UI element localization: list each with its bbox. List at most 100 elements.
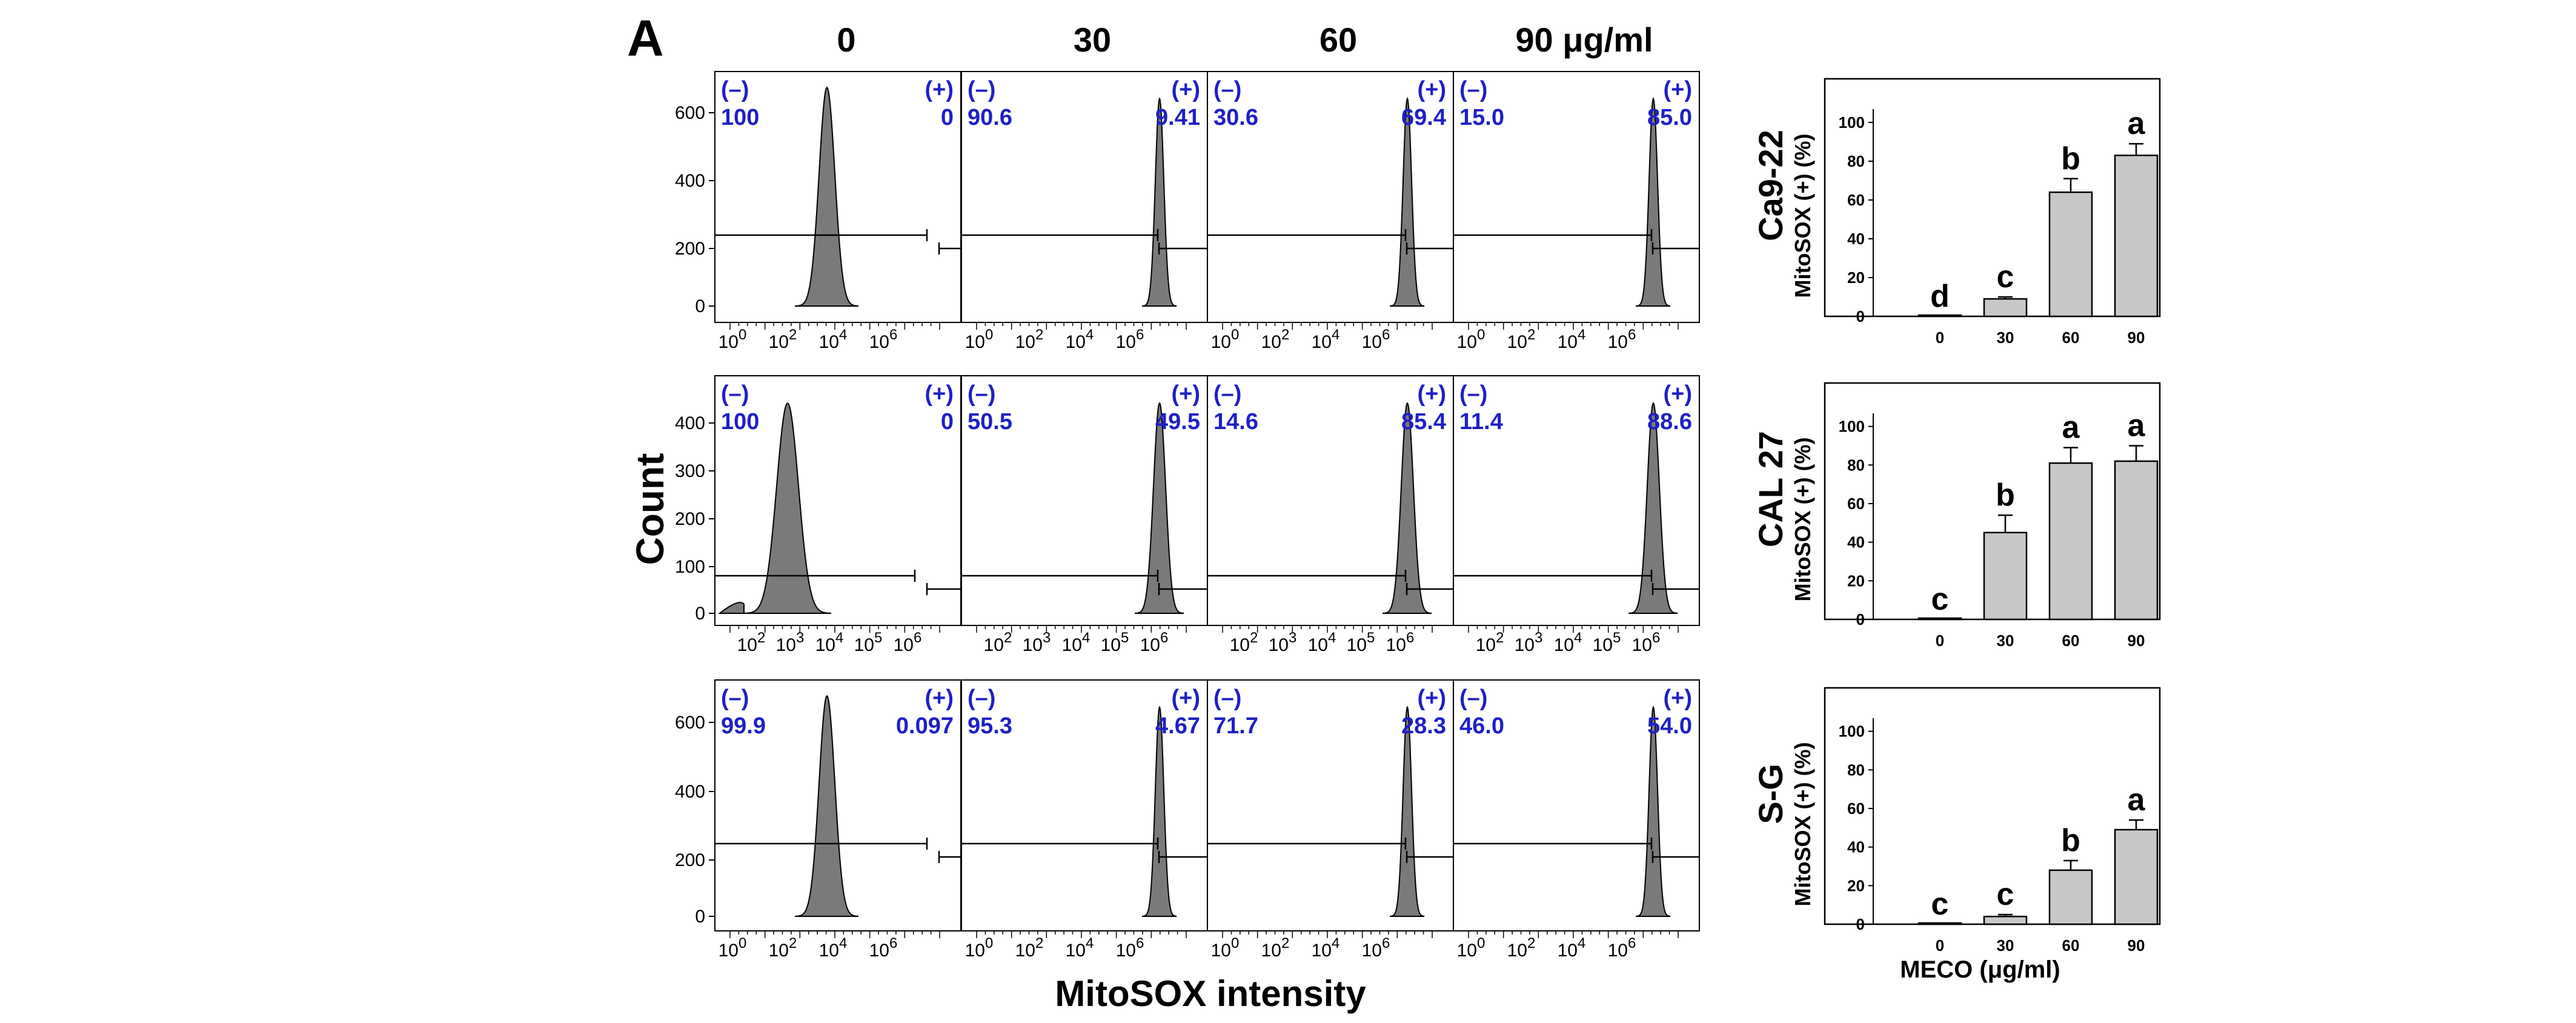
- positive-gate-label: (+): [925, 685, 954, 711]
- histogram-panel-2-3: 100 102 104 106 (–) (+) 46.0 54.0: [1453, 679, 1700, 961]
- bar: [1917, 314, 1962, 318]
- histogram-peak: [1142, 705, 1177, 917]
- histogram-panel-2-0: 100 102 104 106 (–) (+) 99.9 0.097: [714, 679, 961, 961]
- bar-y-tick-label: 20: [1847, 268, 1865, 287]
- bar: [2048, 191, 2093, 318]
- x-tick-label: 105: [854, 630, 883, 655]
- x-tick-label: 100: [965, 935, 994, 961]
- histogram-panel-0-0: 100 102 104 106 (–) (+) 100 0: [714, 71, 961, 352]
- panel-label: A: [627, 10, 664, 67]
- y-tick-label: 400: [675, 782, 705, 802]
- x-tick-label: 104: [1558, 327, 1586, 352]
- bar-y-tick-label: 80: [1847, 152, 1865, 170]
- positive-gate-label: (+): [1418, 77, 1447, 102]
- significance-letter: b: [2061, 823, 2080, 858]
- positive-percent: 85.4: [1401, 409, 1446, 435]
- significance-letter: b: [1996, 478, 2015, 513]
- x-tick-label: 102: [1230, 630, 1258, 655]
- x-tick-label: 103: [1023, 630, 1051, 655]
- bar-x-tick-label: 60: [2062, 328, 2080, 347]
- bar-chart-frame: [1824, 687, 2161, 925]
- histogram-peak: [795, 695, 859, 917]
- x-tick-label: 102: [1015, 327, 1044, 352]
- positive-gate-label: (+): [1418, 685, 1447, 711]
- x-tick-label: 102: [1507, 327, 1536, 352]
- negative-percent: 99.9: [721, 713, 766, 739]
- negative-gate-label: (–): [968, 77, 995, 102]
- positive-percent: 85.0: [1647, 105, 1692, 130]
- significance-letter: b: [2061, 141, 2080, 176]
- x-tick-label: 102: [769, 935, 797, 961]
- x-tick-label: 104: [1066, 327, 1094, 352]
- bar-y-tick-label: 80: [1847, 761, 1865, 779]
- histogram-panel-1-1: 102 103 104 105 106 (–) (+) 50.5 49.5: [961, 375, 1208, 655]
- bar-chart-frame: [1824, 78, 2161, 318]
- x-tick-label: 102: [984, 630, 1012, 655]
- bar-chart-2: 0 20 40 60 80 100 MitoSOX (+) (%)S-G c 0 c 30 b 60 a 9…: [1751, 687, 2161, 983]
- negative-gate-label: (–): [721, 381, 749, 407]
- x-tick-label: 100: [1211, 327, 1240, 352]
- histogram-peak: [795, 86, 859, 307]
- histogram-frame: [1453, 375, 1700, 626]
- bar: [2048, 869, 2093, 925]
- significance-letter: a: [2128, 782, 2146, 818]
- bar-x-tick-label: 30: [1997, 328, 2014, 347]
- x-tick-label: 100: [1211, 935, 1240, 961]
- negative-gate-label: (–): [1213, 381, 1241, 407]
- bar-y-tick-label: 60: [1847, 191, 1865, 209]
- x-tick-label: 106: [1116, 935, 1144, 961]
- concentration-headers: 0 30 60 90 μg/ml: [837, 21, 1653, 59]
- histogram-frame: [1453, 71, 1700, 323]
- histogram-frame: [1453, 679, 1700, 931]
- bar-x-tick-label: 30: [1997, 631, 2014, 650]
- x-tick-label: 105: [1593, 630, 1621, 655]
- negative-gate-label: (–): [1459, 685, 1487, 711]
- negative-percent: 11.4: [1459, 409, 1503, 435]
- mitosox-intensity-label: MitoSOX intensity: [1055, 973, 1366, 1014]
- bar: [2114, 155, 2159, 318]
- concentration-header-2: 60: [1320, 21, 1357, 59]
- histogram-peak: [1383, 402, 1432, 614]
- bar-x-label: MECO (μg/ml): [1900, 956, 2060, 983]
- x-tick-label: 103: [1269, 630, 1297, 655]
- bar-y-tick-label: 0: [1856, 915, 1865, 933]
- positive-percent: 4.67: [1155, 713, 1200, 739]
- positive-percent: 0.097: [896, 713, 954, 739]
- negative-gate-label: (–): [1213, 685, 1241, 711]
- bar: [1917, 922, 1962, 925]
- y-tick-label: 0: [695, 296, 705, 316]
- cell-line-label: Ca9-22: [1751, 130, 1790, 241]
- x-tick-label: 102: [1507, 935, 1536, 961]
- bar-x-tick-label: 0: [1936, 936, 1944, 955]
- significance-letter: c: [1997, 877, 2014, 912]
- positive-percent: 49.5: [1155, 409, 1200, 435]
- positive-percent: 9.41: [1155, 105, 1200, 130]
- y-tick-label: 100: [675, 557, 705, 577]
- significance-letter: c: [1997, 259, 2014, 295]
- x-tick-label: 106: [869, 327, 898, 352]
- bar-y-tick-label: 20: [1847, 571, 1865, 590]
- x-tick-label: 105: [1347, 630, 1375, 655]
- bar-y-tick-label: 40: [1847, 838, 1865, 856]
- positive-percent: 0: [941, 105, 954, 130]
- x-tick-label: 105: [1101, 630, 1129, 655]
- histogram-panel-0-1: 100 102 104 106 (–) (+) 90.6 9.41: [961, 71, 1208, 352]
- negative-percent: 100: [721, 105, 759, 130]
- significance-letter: a: [2062, 410, 2080, 445]
- x-tick-label: 106: [1362, 935, 1390, 961]
- bar-chart-0: 0 20 40 60 80 100 MitoSOX (+) (%)Ca9-22 d 0 c 30 b 6…: [1751, 78, 2161, 347]
- y-tick-label: 400: [675, 413, 705, 433]
- histogram-peak: [1390, 705, 1425, 917]
- concentration-header-0: 0: [837, 21, 855, 59]
- histogram-panel-1-2: 102 103 104 105 106 (–) (+) 14.6 85.4: [1207, 375, 1454, 655]
- histogram-panel-2-2: 100 102 104 106 (–) (+) 71.7 28.3: [1207, 679, 1454, 961]
- y-tick-label: 0: [695, 907, 705, 927]
- bar-y-tick-label: 40: [1847, 533, 1865, 551]
- x-tick-label: 104: [815, 630, 844, 655]
- bar-chart-1: 0 20 40 60 80 100 MitoSOX (+) (%)CAL 27 c 0 b 30 a 6…: [1751, 382, 2161, 650]
